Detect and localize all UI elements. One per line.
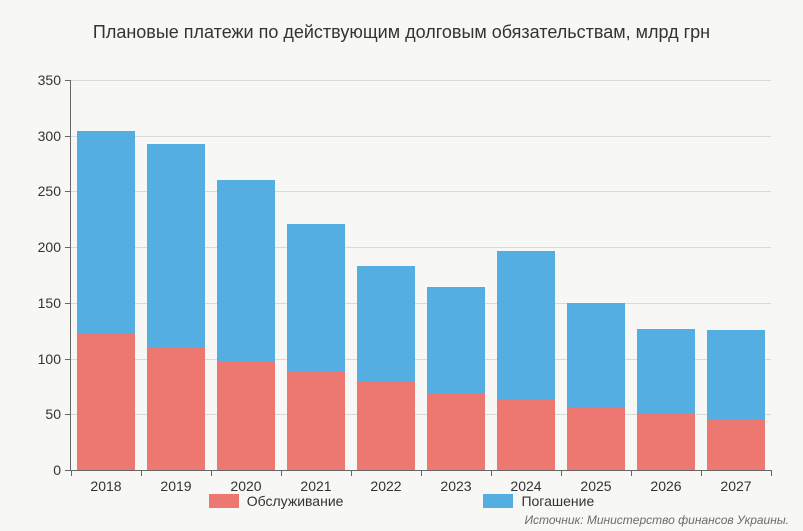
bar-segment-service [77, 333, 134, 470]
x-tick [701, 470, 702, 476]
bar-segment-service [637, 413, 694, 470]
x-tick-label: 2026 [650, 478, 681, 494]
bar-segment-service [497, 400, 554, 470]
x-tick [421, 470, 422, 476]
legend-item-service: Обслуживание [209, 493, 344, 509]
bar-segment-repay [357, 266, 414, 381]
x-tick-label: 2022 [370, 478, 401, 494]
bar-segment-repay [637, 329, 694, 414]
bar-segment-repay [427, 287, 484, 394]
bar-segment-service [287, 372, 344, 470]
x-tick-label: 2027 [720, 478, 751, 494]
x-tick-label: 2018 [90, 478, 121, 494]
bar-segment-service [217, 361, 274, 470]
bar-group [567, 303, 624, 470]
bar-group [497, 251, 554, 471]
y-tick-label: 150 [38, 295, 61, 311]
x-tick [561, 470, 562, 476]
y-tick-label: 0 [53, 462, 61, 478]
x-tick-label: 2023 [440, 478, 471, 494]
y-tick-label: 300 [38, 128, 61, 144]
legend-swatch-service [209, 494, 239, 508]
bar-segment-repay [707, 330, 764, 420]
x-tick-label: 2025 [580, 478, 611, 494]
bar-segment-repay [287, 224, 344, 372]
legend-item-repay: Погашение [483, 493, 594, 509]
bar-segment-repay [147, 144, 204, 348]
y-tick-label: 250 [38, 183, 61, 199]
y-tick-label: 50 [45, 406, 61, 422]
bar-segment-service [707, 420, 764, 470]
bar-group [357, 266, 414, 470]
bar-group [287, 224, 344, 470]
y-tick-label: 100 [38, 351, 61, 367]
x-tick-label: 2020 [230, 478, 261, 494]
legend-swatch-repay [483, 494, 513, 508]
x-tick [351, 470, 352, 476]
legend-label-service: Обслуживание [247, 493, 344, 509]
x-tick-label: 2024 [510, 478, 541, 494]
x-tick [71, 470, 72, 476]
bar-segment-repay [77, 131, 134, 333]
x-tick-label: 2019 [160, 478, 191, 494]
x-tick [141, 470, 142, 476]
bar-segment-repay [497, 251, 554, 400]
bar-segment-service [147, 347, 204, 470]
bar-segment-service [567, 408, 624, 470]
bar-segment-service [357, 381, 414, 470]
legend-label-repay: Погашение [521, 493, 594, 509]
bar-group [217, 180, 274, 470]
bar-group [147, 144, 204, 470]
bar-group [637, 329, 694, 471]
chart-title: Плановые платежи по действующим долговым… [0, 22, 803, 43]
y-tick-label: 200 [38, 239, 61, 255]
x-tick-label: 2021 [300, 478, 331, 494]
x-tick [771, 470, 772, 476]
plot-area: 0501001502002503003502018201920202021202… [70, 80, 771, 471]
bar-group [427, 287, 484, 470]
x-tick [631, 470, 632, 476]
bar-segment-service [427, 394, 484, 470]
y-tick-label: 350 [38, 72, 61, 88]
bar-group [707, 330, 764, 470]
x-tick [211, 470, 212, 476]
legend: Обслуживание Погашение [0, 493, 803, 509]
source-note: Источник: Министерство финансов Украины. [524, 513, 789, 527]
bar-group [77, 131, 134, 470]
bar-segment-repay [217, 180, 274, 361]
grid-line [71, 80, 771, 81]
x-tick [491, 470, 492, 476]
bar-segment-repay [567, 303, 624, 408]
x-tick [281, 470, 282, 476]
chart-container: Плановые платежи по действующим долговым… [0, 0, 803, 531]
grid-line [71, 136, 771, 137]
